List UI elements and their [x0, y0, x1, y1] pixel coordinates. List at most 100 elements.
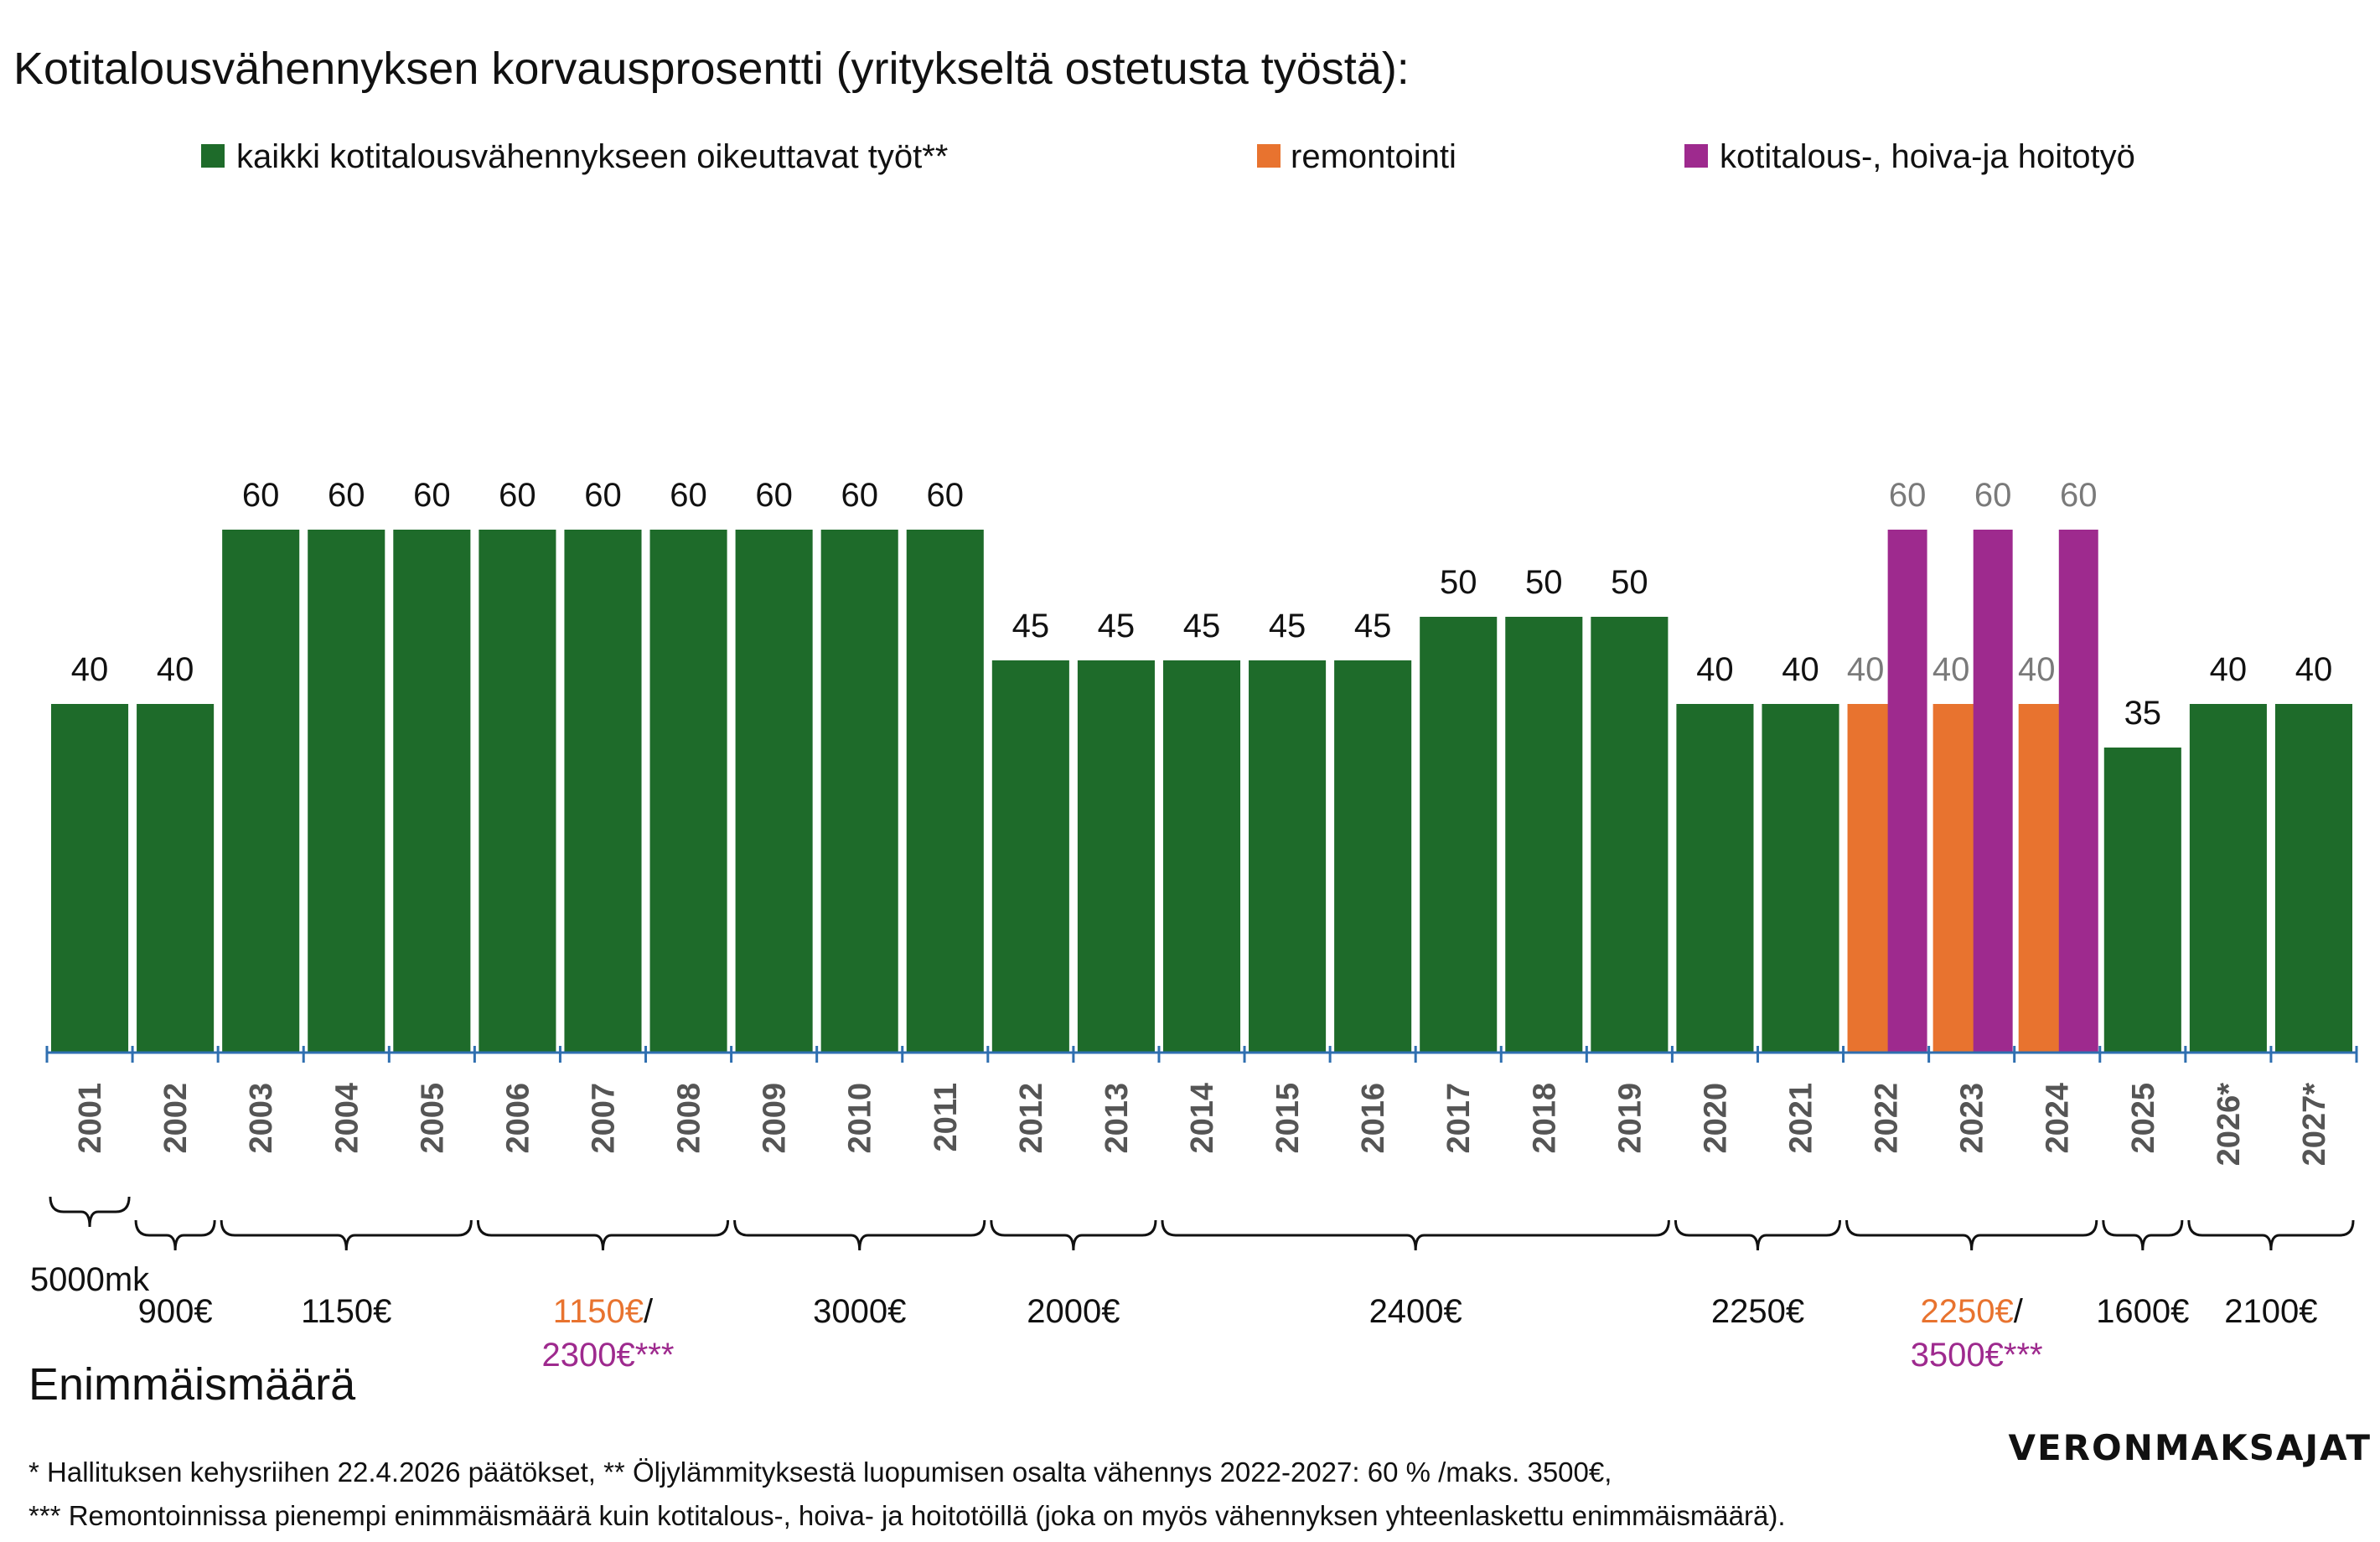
- bar-all-2003: [222, 530, 300, 1053]
- data-label-all-2011: 60: [927, 477, 965, 514]
- x-tick-2015: 2015: [1270, 1083, 1306, 1154]
- cap-bracket: [220, 1219, 473, 1251]
- x-tick-labels: 2001 2002 2003 2004 2005 2006 2007 2008 2009 2010…: [73, 1083, 2332, 1167]
- caps-label: Enimmäismäärä: [28, 1359, 356, 1410]
- cap-bracket: [476, 1219, 730, 1251]
- legend-label-renovation: remontointi: [1291, 138, 1456, 175]
- bar-household-2022: [1887, 530, 1927, 1053]
- cap-value: 2000€: [1027, 1293, 1120, 1330]
- x-tick-2009: 2009: [758, 1083, 793, 1154]
- x-tick-2023: 2023: [1955, 1083, 1990, 1154]
- x-tick-2014: 2014: [1185, 1083, 1220, 1154]
- data-label-all-2001: 40: [71, 651, 109, 688]
- x-axis: [45, 1046, 2358, 1063]
- bar-all-2017: [1420, 617, 1498, 1053]
- data-label-all-2004: 60: [328, 477, 365, 514]
- data-label-all-2027*: 40: [2295, 651, 2333, 688]
- x-tick-2026*: 2026*: [2212, 1083, 2247, 1167]
- data-label-all-2010: 60: [841, 477, 878, 514]
- bar-all-2006: [479, 530, 556, 1053]
- bar-all-2019: [1591, 617, 1669, 1053]
- data-label-all-2009: 60: [755, 477, 793, 514]
- bar-all-2021: [1762, 704, 1839, 1053]
- x-tick-2019: 2019: [1612, 1083, 1648, 1154]
- data-label-all-2008: 60: [670, 477, 707, 514]
- cap-bracket: [2102, 1219, 2184, 1251]
- chart-title: Kotitalousvähennyksen korvausprosentti (…: [13, 44, 1410, 94]
- x-tick-2001: 2001: [73, 1083, 108, 1154]
- bar-all-2012: [991, 660, 1069, 1053]
- bar-all-2007: [564, 530, 642, 1053]
- legend-swatch-all: [201, 144, 225, 168]
- bar-all-2027*: [2274, 704, 2352, 1053]
- data-label-all-2017: 50: [1440, 564, 1477, 601]
- x-tick-2010: 2010: [843, 1083, 878, 1154]
- cap-bracket: [1845, 1219, 2098, 1251]
- legend-label-household: kotitalous-, hoiva-ja hoitotyö: [1720, 138, 2135, 175]
- x-tick-2021: 2021: [1784, 1083, 1819, 1154]
- bar-all-2018: [1505, 617, 1583, 1053]
- x-tick-2011: 2011: [929, 1083, 964, 1151]
- x-tick-2002: 2002: [158, 1083, 194, 1154]
- cap-value-secondary: 3500€***: [1911, 1337, 2043, 1374]
- cap-bracket: [2187, 1219, 2355, 1251]
- data-label-all-2021: 40: [1782, 651, 1819, 688]
- x-tick-2020: 2020: [1698, 1083, 1733, 1154]
- bar-all-2020: [1676, 704, 1754, 1053]
- data-label-household-2023: 60: [1974, 477, 2012, 514]
- cap-value: 2250€/: [1920, 1293, 2023, 1330]
- brand-logo: VERONMAKSAJAT: [2008, 1427, 2372, 1468]
- x-tick-2008: 2008: [672, 1083, 707, 1154]
- x-tick-2016: 2016: [1356, 1083, 1391, 1154]
- bar-all-2025: [2103, 748, 2181, 1053]
- bar-all-2013: [1077, 660, 1155, 1053]
- cap-value: 1150€: [301, 1293, 391, 1330]
- x-tick-2025: 2025: [2126, 1083, 2161, 1154]
- cap-value: 900€: [138, 1293, 213, 1330]
- x-tick-2027*: 2027*: [2297, 1083, 2332, 1167]
- footnote-2: *** Remontoinnissa pienempi enimmäismäär…: [28, 1500, 1786, 1531]
- data-label-all-2016: 45: [1354, 608, 1392, 644]
- bar-all-2009: [735, 530, 813, 1053]
- cap-value: 2400€: [1369, 1293, 1462, 1330]
- x-tick-2018: 2018: [1527, 1083, 1562, 1154]
- cap-value: 5000mk: [30, 1261, 150, 1298]
- data-label-all-2025: 35: [2124, 695, 2162, 732]
- bar-all-2008: [649, 530, 727, 1053]
- cap-bracket: [990, 1219, 1157, 1251]
- data-label-all-2007: 60: [584, 477, 622, 514]
- legend-swatch-renovation: [1257, 144, 1281, 168]
- legend-label-all: kaikki kotitalousvähennykseen oikeuttava…: [236, 138, 948, 175]
- data-label-renovation-2022: 40: [1847, 651, 1885, 688]
- data-label-household-2024: 60: [2060, 477, 2098, 514]
- x-tick-2022: 2022: [1870, 1083, 1905, 1154]
- bar-all-2001: [51, 704, 129, 1053]
- data-label-all-2026*: 40: [2210, 651, 2248, 688]
- cap-bracket: [49, 1196, 131, 1228]
- x-tick-2007: 2007: [586, 1083, 621, 1154]
- legend: kaikki kotitalousvähennykseen oikeuttava…: [201, 138, 2135, 175]
- data-label-renovation-2023: 40: [1932, 651, 1970, 688]
- x-tick-2003: 2003: [244, 1083, 279, 1154]
- cap-value: 3000€: [813, 1293, 906, 1330]
- bar-household-2024: [2058, 530, 2098, 1053]
- bar-all-2015: [1249, 660, 1327, 1053]
- bar-all-2002: [137, 704, 215, 1053]
- data-label-all-2006: 60: [499, 477, 536, 514]
- cap-bracket: [1674, 1219, 1842, 1251]
- bar-all-2016: [1334, 660, 1412, 1053]
- x-tick-2005: 2005: [415, 1083, 450, 1154]
- x-tick-2013: 2013: [1099, 1083, 1135, 1154]
- bar-all-2011: [906, 530, 984, 1053]
- x-tick-2024: 2024: [2041, 1083, 2076, 1154]
- x-tick-2006: 2006: [500, 1083, 536, 1154]
- bar-all-2005: [393, 530, 471, 1053]
- data-label-renovation-2024: 40: [2018, 651, 2056, 688]
- bar-household-2023: [1973, 530, 2013, 1053]
- x-tick-2004: 2004: [329, 1083, 365, 1154]
- data-label-all-2015: 45: [1269, 608, 1306, 644]
- data-label-all-2013: 45: [1098, 608, 1136, 644]
- data-label-all-2005: 60: [413, 477, 451, 514]
